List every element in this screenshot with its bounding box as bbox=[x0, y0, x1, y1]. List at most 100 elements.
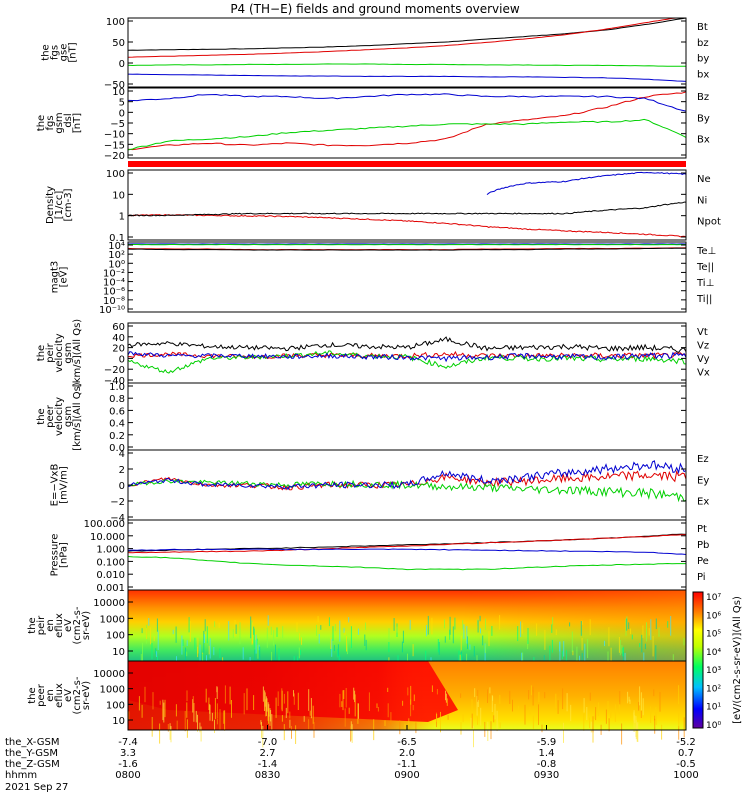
ylabel-density-line: Density bbox=[45, 186, 56, 224]
spectrogram-streak bbox=[289, 719, 291, 728]
series-fgs-gse-2 bbox=[127, 63, 686, 67]
spectrogram-streak bbox=[364, 634, 366, 646]
spectrogram-streak bbox=[387, 687, 389, 692]
spectrogram-streak bbox=[252, 622, 253, 644]
series-e-field-0 bbox=[127, 470, 687, 491]
spectrogram-streak bbox=[184, 711, 186, 732]
ytick-label: 100.000 bbox=[84, 519, 125, 530]
ytick-label: 10000 bbox=[93, 598, 125, 609]
spectrogram-streak bbox=[250, 616, 252, 639]
spectrogram-streak bbox=[344, 630, 346, 636]
spectrogram-streak bbox=[518, 705, 520, 711]
spectrogram-streak bbox=[334, 624, 336, 632]
ytick-label: 10⁰ bbox=[108, 259, 125, 270]
ephemeris-value: 0930 bbox=[534, 770, 559, 781]
spectrogram-streak bbox=[276, 627, 278, 637]
spectrogram-streak bbox=[310, 698, 312, 719]
spectrogram-streak bbox=[532, 715, 534, 729]
spectrogram-streak bbox=[655, 645, 657, 664]
spectrogram-streak bbox=[299, 650, 301, 655]
ytick-label: 10000 bbox=[93, 669, 125, 680]
ytick-label: 100 bbox=[106, 17, 125, 28]
spectrogram-streak bbox=[328, 617, 330, 627]
colorbar-label: [eV/(cm2-s-sr-eV)](All Qs) bbox=[732, 596, 743, 724]
spectrogram-streak bbox=[640, 710, 642, 718]
spectrogram-streak bbox=[445, 690, 446, 701]
spectrogram-streak bbox=[318, 634, 320, 644]
spectrogram-streak bbox=[493, 715, 495, 723]
ytick-label: 60 bbox=[112, 322, 125, 333]
spectrogram-streak bbox=[449, 616, 451, 635]
spectrogram-streak bbox=[153, 636, 155, 642]
spectrogram-streak bbox=[265, 699, 267, 717]
spectrogram-streak bbox=[488, 631, 490, 647]
spectrogram-streak bbox=[583, 698, 585, 713]
spectrogram-streak bbox=[437, 639, 439, 653]
spectrogram-streak bbox=[399, 720, 401, 735]
spectrogram-streak bbox=[621, 645, 623, 654]
spectrogram-streak bbox=[186, 651, 188, 657]
ylabel-peer-velocity-line: velocity bbox=[54, 397, 65, 436]
spectrogram-streak bbox=[491, 695, 493, 712]
legend-pressure-3: Pi bbox=[697, 572, 706, 583]
spectrogram-streak bbox=[401, 641, 403, 653]
ylabel-peir-velocity-line: velocity bbox=[54, 333, 65, 372]
ytick-label: 10⁻⁶ bbox=[103, 287, 125, 298]
legend-e-field-0: Ez bbox=[697, 454, 709, 465]
panel-frame bbox=[127, 519, 687, 591]
spectrogram-streak bbox=[650, 706, 652, 723]
spectrogram-streak bbox=[452, 626, 454, 644]
spectrogram-streak bbox=[584, 643, 586, 663]
colorbar-scale bbox=[692, 591, 704, 729]
spectrogram-streak bbox=[164, 699, 166, 718]
ylabel-peir-velocity-line: peir bbox=[45, 342, 56, 362]
spectrogram-streak bbox=[436, 714, 438, 722]
ytick-label: 1 bbox=[119, 212, 125, 223]
spectrogram-streak bbox=[358, 703, 359, 719]
spectrogram-streak bbox=[368, 692, 370, 711]
spectrogram-streak bbox=[209, 705, 211, 721]
spectrogram-streak bbox=[670, 616, 672, 636]
spectrogram-streak bbox=[404, 723, 406, 731]
spectrogram-streak bbox=[474, 688, 476, 698]
spectrogram-streak bbox=[159, 723, 161, 744]
spectrogram-streak bbox=[479, 615, 481, 622]
legend-temperature-0: Te⊥ bbox=[696, 246, 716, 257]
spectrogram-streak bbox=[235, 624, 237, 634]
spectrogram-streak bbox=[549, 645, 551, 664]
series-fgs-gse-1 bbox=[127, 17, 686, 58]
spectrogram-streak bbox=[260, 720, 262, 725]
ylabel-fgs-gsm-line: _dsl bbox=[63, 113, 74, 133]
spectrogram-streak bbox=[156, 656, 158, 661]
spectrogram-streak bbox=[628, 622, 630, 630]
ytick-label: 1000 bbox=[100, 614, 125, 625]
ylabel-peir-eflux-line: (cm2-s- bbox=[72, 606, 83, 644]
ytick-label: 10⁻¹⁰ bbox=[99, 305, 125, 316]
spectrogram-streak bbox=[388, 628, 390, 641]
spectrogram-streak bbox=[654, 718, 656, 734]
ytick-label: 100 bbox=[106, 169, 125, 180]
series-pressure-3 bbox=[127, 548, 687, 555]
spectrogram-streak bbox=[142, 642, 143, 664]
panel-peer-velocity: 1.00.80.6 0.40.20.0 thepeervelocitygsm[km/… bbox=[36, 382, 687, 454]
ylabel-density: Density[1/cc][cm-3] bbox=[45, 186, 74, 224]
spectrogram-streak bbox=[480, 707, 482, 726]
spectrogram-streak bbox=[447, 714, 449, 720]
spectrogram-streak bbox=[346, 635, 347, 652]
ylabel-density-line: [1/cc] bbox=[54, 191, 65, 220]
spectrogram-peer-eflux: 10000 1000 100 10 thepeerenefluxeV(cm2-s-sr-… bbox=[27, 660, 687, 748]
spectrogram-streak bbox=[254, 649, 256, 671]
ephemeris-row-label: the_Y-GSM bbox=[5, 748, 58, 759]
spectrogram-streak bbox=[412, 644, 414, 657]
spectrogram-streak bbox=[337, 644, 339, 657]
spectrogram-streak bbox=[357, 703, 359, 724]
spectrogram-streak bbox=[655, 618, 657, 630]
ytick-label: 0 bbox=[119, 108, 125, 119]
ylabel-peer-velocity-line: peer bbox=[45, 404, 56, 428]
spectrogram-streak bbox=[162, 706, 164, 717]
ytick-label: 0.100 bbox=[96, 557, 125, 568]
spectrogram-streak bbox=[589, 692, 591, 701]
spectrogram-streak bbox=[415, 722, 417, 734]
spectrogram-streak bbox=[281, 715, 283, 722]
date-label: 2021 Sep 27 bbox=[5, 782, 68, 793]
